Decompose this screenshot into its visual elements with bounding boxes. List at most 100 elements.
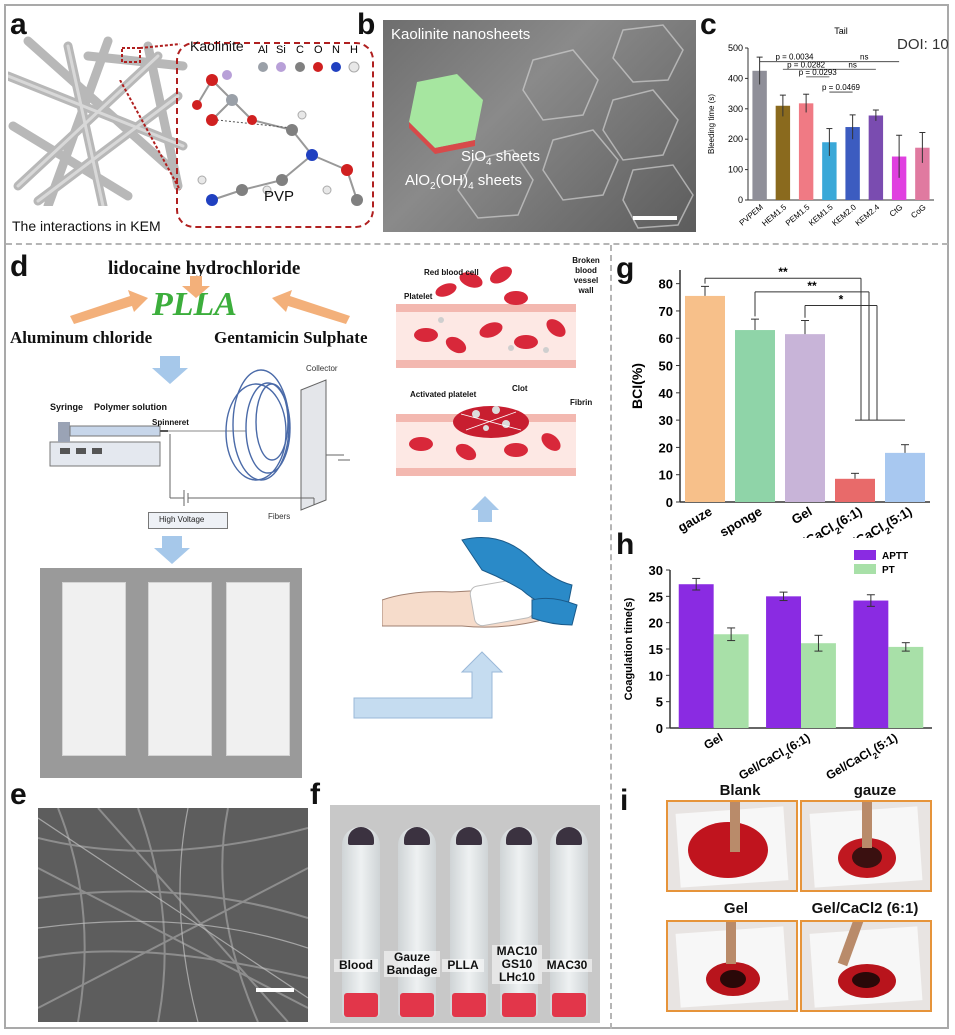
chart-g-bar: [835, 478, 875, 502]
chart-g-ytick-label: 20: [659, 440, 673, 455]
gel-cacl2-label: Gel/CaCl2 (6:1): [811, 900, 919, 917]
tube-gauze: [398, 827, 436, 1017]
syringe-label: Syringe: [50, 402, 84, 412]
chart-g-bar: [735, 330, 775, 502]
molecular-interaction-box: [176, 42, 374, 228]
chart-h-ylabel: Coagulation time(s): [623, 597, 635, 700]
chart-h-ytick-label: 10: [649, 668, 663, 683]
chart-c-significance-label: ns: [848, 60, 856, 69]
blood-tube-photo: Blood Gauze Bandage PLLA MAC10 GS10 LHc10 M…: [330, 805, 600, 1023]
chart-c-category-label: KEM1.5: [807, 202, 835, 228]
tube-blood: [342, 827, 380, 1017]
zoom-connector: [121, 43, 181, 63]
scale-bar-e: [256, 988, 294, 992]
broken-vessel-illustration: [396, 266, 576, 368]
down-arrow-1: [152, 356, 188, 384]
high-voltage-label: High Voltage: [159, 515, 205, 524]
return-arrow: [353, 651, 504, 719]
chart-c-bar: [915, 147, 930, 200]
chart-g-ytick-label: 50: [659, 359, 673, 374]
chart-c-ytick-label: 400: [728, 73, 743, 83]
tube-label-plla: PLLA: [442, 959, 484, 972]
chart-h-category-label: Gel: [701, 730, 725, 752]
broken-vessel-label: Broken blood vessel wall: [572, 256, 600, 295]
zoom-connector-lower: [119, 80, 181, 191]
chart-g-bar: [785, 334, 825, 502]
chart-h-ytick-label: 15: [649, 642, 663, 657]
chart-g-category-label: gauze: [675, 504, 714, 535]
platelet-label: Platelet: [404, 292, 433, 301]
chart-c-bar: [798, 103, 814, 200]
figure-frame: [4, 4, 949, 1029]
chart-h-category-label: Gel/CaCl2(6:1): [736, 730, 814, 780]
down-arrow-2: [154, 536, 190, 564]
spinneret-label: Spinneret: [152, 418, 189, 427]
gauze-photo: [800, 800, 932, 892]
chart-h-ytick-label: 5: [656, 695, 663, 710]
tube-label-blood: Blood: [334, 959, 378, 972]
fibers-label: Fibers: [268, 512, 291, 521]
chart-g-significance-label: *: [839, 292, 844, 306]
chart-c-category-label: CtG: [888, 203, 905, 219]
chart-h-bar-aptt: [678, 584, 714, 728]
panel-letter-i: i: [620, 784, 629, 817]
chart-h-legend-label: PT: [882, 565, 895, 576]
panel-letter-a: a: [10, 8, 27, 41]
blank-label: Blank: [719, 782, 761, 799]
wound-dressing-illustration: [382, 537, 578, 628]
sio4-sheets-label: SiO4 sheets: [461, 148, 540, 168]
element-o: O: [314, 44, 323, 56]
kaolinite-sem-image: Kaolinite nanosheets SiO4 sheets AlO2(OH…: [383, 20, 696, 232]
chart-g-ytick-label: 10: [659, 468, 673, 483]
gel-cacl2-photo: [800, 920, 932, 1012]
bci-chart: 01020304050607080BCI(%)gauzespongeGelGel…: [629, 265, 930, 538]
gel-label: Gel: [723, 900, 749, 917]
panel-a-caption: The interactions in KEM: [12, 218, 161, 234]
chart-c-bar: [868, 115, 884, 200]
chart-g-ylabel: BCI(%): [629, 363, 645, 409]
chart-h-category-label: Gel/CaCl2(5:1): [824, 730, 902, 780]
pvp-label: PVP: [264, 188, 295, 205]
chart-h-bar-pt: [888, 646, 924, 728]
chart-h-ytick-label: 0: [656, 721, 663, 736]
panel-letter-b: b: [357, 8, 376, 41]
divider-vertical: [610, 245, 612, 1029]
collector-label: Collector: [306, 364, 338, 373]
chart-c-category-label: PVPEM: [738, 202, 765, 227]
panel-letter-f: f: [310, 778, 320, 811]
chart-c-significance-label: p = 0.0034: [775, 53, 814, 62]
tube-label-mac30: MAC30: [542, 959, 592, 972]
chart-c-significance-label: ns: [860, 53, 868, 62]
element-c: C: [296, 44, 304, 56]
chart-g-significance-label: **: [807, 279, 817, 293]
fiber-mat-2: [148, 582, 212, 756]
chart-g-ytick-label: 40: [659, 386, 673, 401]
chart-h-legend-swatch: [854, 564, 876, 574]
chart-c-category-label: PEM1.5: [784, 202, 812, 228]
chart-h-bar-pt: [713, 634, 749, 728]
gel-photo: [666, 920, 798, 1012]
fiber-sem-texture: [38, 808, 308, 1022]
fiber-sem-image: [38, 808, 308, 1022]
fiber-mats-photo: [40, 568, 302, 778]
up-arrow: [471, 496, 499, 522]
chart-g-ytick-label: 30: [659, 413, 673, 428]
clot-label: Clot: [512, 384, 528, 393]
panel-letter-h: h: [616, 528, 635, 561]
red-blood-cell-label: Red blood cell: [424, 268, 479, 277]
chart-c-title: Tail: [834, 26, 848, 36]
tube-plla: [450, 827, 488, 1017]
chart-c-bar: [775, 105, 791, 200]
chart-g-ytick-label: 80: [659, 277, 673, 292]
chart-c-ytick-label: 0: [738, 195, 743, 205]
chart-c-category-label: CoG: [909, 203, 927, 220]
component-arrows: [70, 276, 350, 324]
element-si: Si: [276, 44, 286, 56]
nanosheet-schematic: [409, 74, 483, 154]
alo2oh4-sheets-label: AlO2(OH)4 sheets: [405, 172, 523, 192]
tube-mac10: [500, 827, 538, 1017]
aluminum-chloride-label: Aluminum chloride: [10, 328, 153, 347]
fibrin-label: Fibrin: [570, 398, 593, 407]
chart-h-legend-label: APTT: [882, 551, 908, 562]
chart-h-bar-pt: [801, 643, 836, 728]
